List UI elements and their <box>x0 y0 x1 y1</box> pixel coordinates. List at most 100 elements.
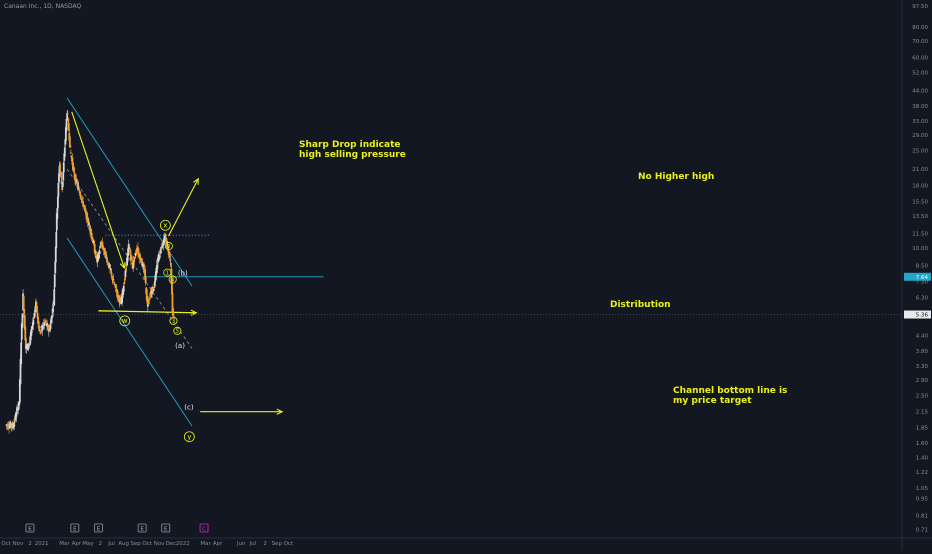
candle-body <box>105 256 108 258</box>
x-tick-label: Nov <box>13 541 24 547</box>
x-tick-label: 2 <box>263 541 267 547</box>
candle-body <box>40 326 43 329</box>
wave-label-circle <box>183 431 195 443</box>
candle-body <box>69 152 72 154</box>
candle-body <box>19 359 22 385</box>
wave-label: 4 <box>171 277 174 283</box>
candle-body <box>83 205 86 208</box>
candle-body <box>36 312 39 319</box>
y-tick-label: 25.00 <box>912 149 928 155</box>
channel-upper <box>66 97 193 287</box>
candle-body <box>164 233 167 235</box>
candle-body <box>64 127 67 141</box>
x-tick-label: Mar <box>200 541 211 547</box>
candle-body <box>98 250 101 255</box>
level-price-label: 7.64 <box>916 275 929 281</box>
candle-body <box>113 283 116 285</box>
candle-body <box>118 299 121 303</box>
x-tick-label: Oct <box>142 541 152 547</box>
y-tick-label: 3.80 <box>916 349 929 355</box>
candle-body <box>73 167 75 172</box>
x-tick-label: Oct <box>1 541 11 547</box>
earnings-marker <box>70 523 80 533</box>
candle-body <box>106 259 108 263</box>
candle-body <box>67 118 70 121</box>
x-tick-label: May <box>82 541 94 547</box>
candle-body <box>28 344 31 346</box>
candle-body <box>49 323 52 329</box>
candle-body <box>24 337 27 349</box>
candle-body <box>169 262 172 267</box>
sharp-drop-arrow-head <box>119 261 126 270</box>
wave-label-circle <box>168 275 177 284</box>
candle-body <box>5 424 8 426</box>
candle-body <box>54 246 57 263</box>
candle-body <box>86 213 89 216</box>
candle-body <box>128 247 131 249</box>
candle-body <box>171 278 173 295</box>
x-tick-label: Aug <box>118 541 129 547</box>
wave-label-circle <box>119 315 131 327</box>
candle-body <box>146 296 149 304</box>
y-tick-label: 2.50 <box>916 394 929 400</box>
x-tick-label: Jul <box>248 541 256 547</box>
sharp-drop-line-1: Sharp Drop indicate <box>299 140 401 150</box>
y-tick-label: 1.22 <box>916 470 928 476</box>
candle-body <box>23 314 26 330</box>
candle-body <box>68 136 71 148</box>
candle-body <box>153 281 156 286</box>
candle-body <box>36 305 38 313</box>
event-marker-label: E <box>140 527 144 533</box>
channel-mid <box>66 168 193 349</box>
candle-body <box>117 294 120 298</box>
candle-body <box>159 250 162 254</box>
x-tick-label: 2 <box>99 541 103 547</box>
candle-body <box>122 290 125 295</box>
candle-body <box>72 162 74 171</box>
candle-body <box>125 268 127 270</box>
candle-body <box>99 245 102 248</box>
candle-body <box>93 243 96 253</box>
sharp-drop-line-2: high selling pressure <box>299 150 406 160</box>
candle-body <box>145 288 148 301</box>
candle-body <box>16 408 18 411</box>
candle-body <box>140 258 143 265</box>
candle-body <box>94 252 97 254</box>
candle-body <box>24 326 27 341</box>
candle-body <box>93 243 95 245</box>
y-tick-label: 11.50 <box>912 231 928 237</box>
candle-body <box>51 315 54 317</box>
candle-body <box>57 183 60 197</box>
candle-body <box>166 244 169 247</box>
channel-target-line-1: Channel bottom line is <box>673 386 788 396</box>
candle-body <box>32 317 35 319</box>
candle-body <box>155 265 158 273</box>
candle-body <box>106 261 109 262</box>
candle-body <box>22 295 25 310</box>
candle-body <box>15 411 18 417</box>
channel-target-line-2: my price target <box>673 396 752 406</box>
candle-body <box>137 251 140 253</box>
candle-body <box>61 181 64 188</box>
candle-body <box>120 303 122 305</box>
candle-body <box>90 232 93 236</box>
y-tick-label: 38.00 <box>912 104 928 110</box>
candle-body <box>135 249 138 251</box>
candle-body <box>114 284 116 286</box>
candle-body <box>144 269 147 280</box>
event-marker-label: C <box>202 527 206 533</box>
y-tick-label: 6.30 <box>916 295 929 301</box>
candle-body <box>37 321 40 325</box>
candle-body <box>133 259 136 263</box>
x-tick-label: Dec <box>165 541 176 547</box>
candle-body <box>30 331 33 333</box>
candle-body <box>146 304 149 307</box>
candle-body <box>132 260 135 266</box>
candle-body <box>65 118 68 131</box>
candle-body <box>78 188 80 191</box>
x-tick-label: 2 <box>28 541 32 547</box>
y-tick-label: 52.00 <box>912 71 928 77</box>
candle-body <box>111 279 114 282</box>
